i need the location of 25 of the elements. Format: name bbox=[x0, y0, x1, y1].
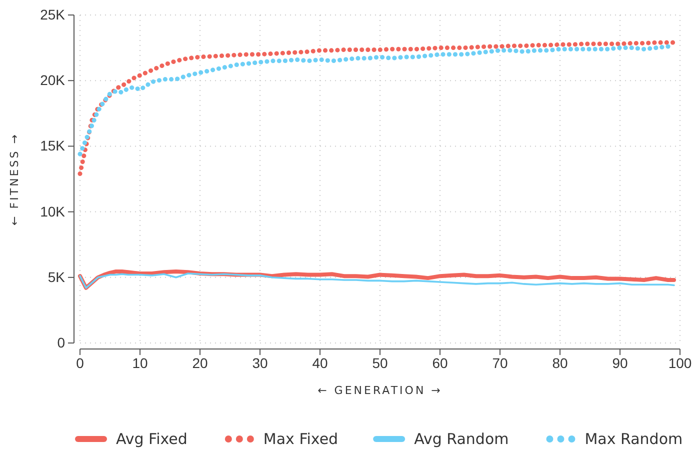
x-tick-label: 10 bbox=[132, 354, 148, 371]
x-tick-label: 20 bbox=[192, 354, 208, 371]
legend-label: Max Random bbox=[584, 430, 683, 448]
y-tick-label: 0 bbox=[57, 334, 66, 350]
y-tick-label: 5K bbox=[48, 268, 66, 285]
y-axis-title: ← FITNESS → bbox=[8, 132, 21, 226]
x-tick-label: 100 bbox=[668, 354, 692, 371]
legend-label: Avg Fixed bbox=[116, 430, 188, 448]
y-tick-label: 25K bbox=[40, 6, 66, 22]
line-series bbox=[79, 272, 675, 289]
x-tick-label: 80 bbox=[552, 354, 568, 371]
x-tick-label: 50 bbox=[372, 354, 388, 371]
x-tick-label: 90 bbox=[612, 354, 628, 371]
y-tick-label: 20K bbox=[40, 72, 66, 88]
legend-label: Avg Random bbox=[414, 430, 509, 448]
line-series bbox=[78, 40, 676, 176]
x-axis-title: ← GENERATION → bbox=[318, 384, 442, 397]
y-tick-label: 10K bbox=[40, 203, 66, 220]
x-tick-label: 60 bbox=[432, 354, 448, 371]
x-tick-label: 40 bbox=[312, 354, 328, 371]
x-tick-label: 30 bbox=[252, 354, 268, 371]
legend-label: Max Fixed bbox=[263, 430, 338, 448]
x-tick-label: 0 bbox=[76, 354, 84, 371]
y-tick-label: 15K bbox=[40, 138, 66, 154]
x-tick-label: 70 bbox=[492, 354, 508, 371]
